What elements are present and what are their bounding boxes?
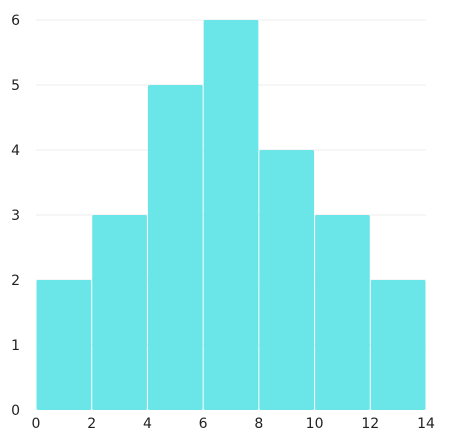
histogram-bar (315, 215, 370, 410)
histogram-bar (147, 85, 203, 410)
x-tick-label: 4 (143, 416, 152, 432)
histogram-bar (203, 20, 259, 410)
histogram-bar (370, 280, 426, 410)
y-tick-label: 2 (11, 273, 20, 289)
y-tick-label: 0 (11, 403, 20, 419)
x-axis-ticks: 0 2 4 6 8 10 12 14 (32, 416, 435, 432)
x-tick-label: 14 (417, 416, 435, 432)
x-tick-label: 2 (87, 416, 96, 432)
x-tick-label: 12 (361, 416, 379, 432)
y-tick-label: 1 (11, 338, 20, 354)
histogram-bar (36, 280, 92, 410)
x-tick-label: 8 (254, 416, 263, 432)
y-tick-label: 4 (11, 143, 20, 159)
y-tick-label: 6 (11, 13, 20, 29)
y-axis-ticks: 0 1 2 3 4 5 6 (11, 13, 20, 419)
x-tick-label: 0 (32, 416, 41, 432)
x-tick-label: 10 (306, 416, 324, 432)
bars-layer (36, 20, 426, 410)
y-tick-label: 5 (11, 78, 20, 94)
histogram-bar (92, 215, 147, 410)
y-tick-label: 3 (11, 208, 20, 224)
histogram-bar (259, 150, 315, 410)
x-tick-label: 6 (199, 416, 208, 432)
